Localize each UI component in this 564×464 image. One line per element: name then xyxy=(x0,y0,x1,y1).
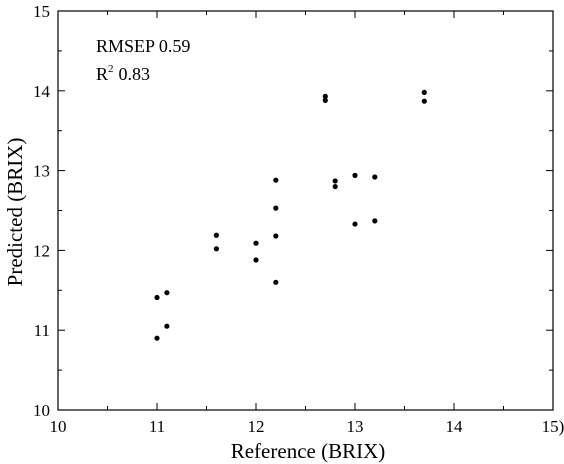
data-point xyxy=(322,97,328,103)
y-tick-label: 11 xyxy=(34,321,50,340)
x-axis-title: Reference (BRIX) xyxy=(231,439,386,463)
data-point xyxy=(372,174,378,180)
x-tick-label: 14 xyxy=(446,417,464,436)
data-point xyxy=(332,178,338,184)
rmsep-annotation: RMSEP 0.59 xyxy=(96,36,190,56)
data-point xyxy=(154,335,160,341)
rmsep-label: RMSEP xyxy=(96,36,155,56)
data-point xyxy=(332,183,338,190)
x-tick-label: 12 xyxy=(248,417,265,436)
data-point xyxy=(372,218,378,224)
y-axis-title: Predicted (BRIX) xyxy=(3,138,27,287)
x-tick-label: 10 xyxy=(50,417,67,436)
r2-annotation: R2 0.83 xyxy=(96,63,150,84)
data-point xyxy=(273,177,279,183)
data-point xyxy=(352,172,358,178)
r2-exponent: 2 xyxy=(108,63,114,75)
data-point xyxy=(253,257,259,263)
r2-base: R xyxy=(96,64,108,84)
y-tick-label: 15 xyxy=(33,2,50,21)
y-tick-label: 13 xyxy=(33,162,50,181)
data-point xyxy=(253,240,259,246)
data-point xyxy=(273,279,279,285)
y-tick-label: 12 xyxy=(33,241,50,260)
data-point xyxy=(164,290,170,296)
x-tick-label: 13 xyxy=(347,417,364,436)
data-point xyxy=(273,233,279,239)
x-axis-ticks: 10 11 12 13 14 15) xyxy=(50,11,564,436)
data-point xyxy=(213,246,219,252)
data-point xyxy=(322,93,328,99)
data-point xyxy=(273,205,279,211)
y-axis-ticks: 10 11 12 13 14 15 xyxy=(33,2,553,420)
data-point xyxy=(421,89,427,95)
data-point xyxy=(421,98,427,104)
data-point xyxy=(164,323,170,329)
x-tick-label: 15) xyxy=(542,417,564,436)
data-points xyxy=(154,89,427,341)
data-point xyxy=(213,232,219,238)
rmsep-value: 0.59 xyxy=(159,36,191,56)
data-point xyxy=(154,294,160,301)
x-tick-label: 11 xyxy=(149,417,165,436)
data-point xyxy=(352,221,358,227)
r2-value: 0.83 xyxy=(119,64,151,84)
y-tick-label: 10 xyxy=(33,401,50,420)
y-tick-label: 14 xyxy=(33,82,51,101)
